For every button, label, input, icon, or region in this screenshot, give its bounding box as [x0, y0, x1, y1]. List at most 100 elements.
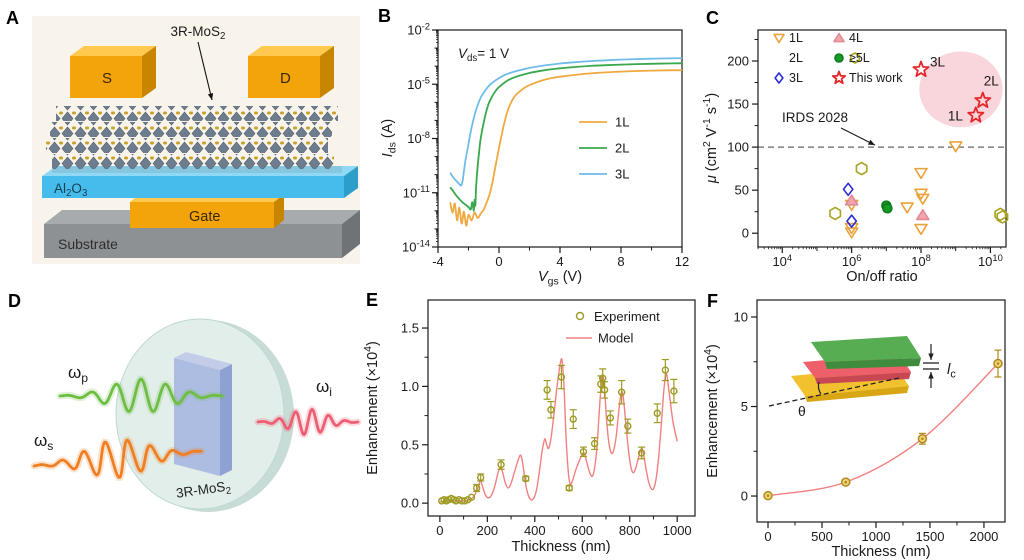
panel-c-points-1L — [844, 141, 963, 239]
star-label: 3L — [930, 55, 946, 70]
legend-label-≥5L: ≥5L — [849, 51, 870, 65]
y-tick-label: 10-14 — [402, 238, 430, 254]
x-tick-label: 500 — [811, 529, 833, 544]
trend-line — [767, 363, 999, 497]
oxide-label: Al2O3 — [54, 181, 87, 199]
panel-c-mobility-scatter: 104 106 108 1010 0 50 100 150 200 On/off ratio μ (… — [702, 29, 1009, 285]
panel-b-axes: -4 0 4 8 12 10-14 10-11 10-8 10-5 10-2 — [402, 21, 689, 269]
y-axis-label: μ (cm2 V-1 s-1) — [702, 93, 720, 184]
experiment-points — [438, 358, 678, 505]
substrate — [44, 224, 342, 258]
gate-label: Gate — [189, 209, 220, 225]
oxide-layer — [42, 176, 344, 198]
idler-pulse-wave — [254, 405, 362, 439]
plot-frame — [427, 299, 696, 517]
panel-b-transfer-curves: -4 0 4 8 12 10-14 10-11 10-8 10-5 10-2 Vgs (V) Ids … — [380, 21, 689, 287]
twisted-stack-inset: θ lc — [768, 336, 956, 419]
x-tick-label: 8 — [617, 254, 624, 269]
panel-c-points-2L — [829, 161, 1009, 224]
x-tick-label: 600 — [571, 523, 593, 538]
panel-e-enhancement-chart: 0 200 400 600 800 1000 0.0 0.5 1.0 1.5 Thickness (… — [363, 299, 696, 555]
panel-b-curve-3L — [449, 57, 683, 187]
legend-label-3L: 3L — [615, 167, 629, 182]
y-tick-label: 50 — [735, 183, 749, 198]
y-tick-label: 100 — [727, 140, 749, 155]
vds-annotation: Vds= 1 V — [458, 46, 509, 64]
y-tick-label: 10-2 — [407, 21, 430, 37]
x-axis-label: Thickness (nm) — [831, 544, 930, 560]
panel-e-legend: Experiment Model — [566, 309, 660, 346]
y-tick-label: 10-11 — [403, 184, 430, 200]
legend-label-2L: 2L — [789, 51, 803, 65]
y-axis-label: Ids (A) — [380, 119, 398, 157]
legend-label-3L: 3L — [789, 71, 803, 85]
material-title: 3R-MoS2 — [171, 24, 226, 42]
panel-b-label: B — [378, 6, 391, 26]
y-tick-label: 0 — [742, 226, 749, 241]
lc-label: lc — [947, 361, 956, 381]
panel-c-points-3L — [842, 182, 858, 228]
y-tick-label: 1.0 — [401, 379, 419, 394]
x-tick-label: -4 — [432, 254, 444, 269]
legend-label-experiment: Experiment — [594, 309, 660, 324]
x-tick-label: 0 — [436, 523, 443, 538]
y-axis-label: Enhancement (×104) — [363, 341, 381, 475]
device-schematic: Substrate Gate Al2O3 S D 3R-MoS2 — [32, 16, 360, 264]
irds-annotation: IRDS 2028 — [782, 110, 848, 125]
y-tick-label: 200 — [727, 54, 749, 69]
panel-c-label: C — [706, 8, 719, 28]
x-axis-label: Thickness (nm) — [511, 539, 610, 555]
star-label: 1L — [948, 108, 964, 123]
panel-f-label: F — [707, 291, 718, 311]
x-tick-label: 1010 — [978, 253, 1003, 269]
legend-label-4L: 4L — [849, 31, 863, 45]
y-tick-label: 1.5 — [401, 321, 419, 336]
source-electrode — [70, 56, 142, 98]
mos2-layer-stack — [46, 106, 338, 169]
x-tick-label: 106 — [842, 253, 862, 269]
panel-e-plot: 0 200 400 600 800 1000 0.0 0.5 1.0 1.5 Thickness (… — [363, 299, 696, 555]
legend-label-1L: 1L — [789, 31, 803, 45]
signal-pulse-wave — [30, 436, 205, 482]
y-tick-label: 0 — [741, 489, 748, 504]
panel-b-curve-2L — [449, 62, 683, 212]
panel-e-axes: 0 200 400 600 800 1000 0.0 0.5 1.0 1.5 — [401, 321, 692, 538]
x-tick-label: 12 — [675, 254, 689, 269]
legend-label-1L: 1L — [615, 115, 629, 130]
panel-f-enhancement-chart: 0 500 1000 1500 2000 0 5 10 Thickness (nm) Enhanc… — [703, 299, 1006, 560]
plot-frame — [756, 299, 1006, 523]
legend-label-This work: This work — [849, 71, 903, 85]
theta-label: θ — [798, 403, 806, 419]
panel-e-label: E — [366, 290, 379, 310]
source-label: S — [102, 70, 112, 87]
y-tick-label: 0.5 — [401, 437, 419, 452]
y-tick-label: 0.0 — [401, 496, 419, 511]
panel-f-plot: 0 500 1000 1500 2000 0 5 10 Thickness (nm) Enhanc… — [703, 299, 1006, 560]
panel-c-plot: 104 106 108 1010 0 50 100 150 200 On/off ratio μ (… — [702, 29, 1009, 285]
legend-label-2L: 2L — [615, 141, 629, 156]
this-work-highlight-ellipse — [919, 51, 1003, 128]
panel-d-label: D — [8, 291, 21, 311]
plot-frame — [757, 29, 1007, 248]
omega-i-label: ωi — [316, 377, 332, 399]
y-tick-label: 150 — [727, 97, 749, 112]
x-tick-label: 1000 — [862, 529, 891, 544]
x-tick-label: 1000 — [663, 523, 692, 538]
y-tick-label: 10 — [734, 310, 748, 325]
panel-c-legend: 1L 2L 3L 4L ≥5L This work — [773, 31, 903, 85]
y-axis-label: Enhancement (×104) — [703, 344, 721, 478]
panel-b-legend: 1L 2L 3L — [579, 115, 629, 182]
star-label: 2L — [984, 74, 1000, 89]
panel-b-plot: -4 0 4 8 12 10-14 10-11 10-8 10-5 10-2 Vgs (V) Ids … — [380, 21, 689, 287]
model-curve — [439, 358, 678, 503]
mos2-slab — [174, 358, 220, 476]
y-tick-label: 10-5 — [407, 76, 430, 92]
y-tick-label: 5 — [741, 399, 748, 414]
drain-electrode — [248, 56, 320, 98]
drain-label: D — [280, 70, 291, 87]
panel-c-points-≥5L — [881, 200, 893, 214]
x-tick-label: 0 — [495, 254, 502, 269]
x-tick-label: 800 — [619, 523, 641, 538]
substrate-label: Substrate — [58, 236, 118, 252]
